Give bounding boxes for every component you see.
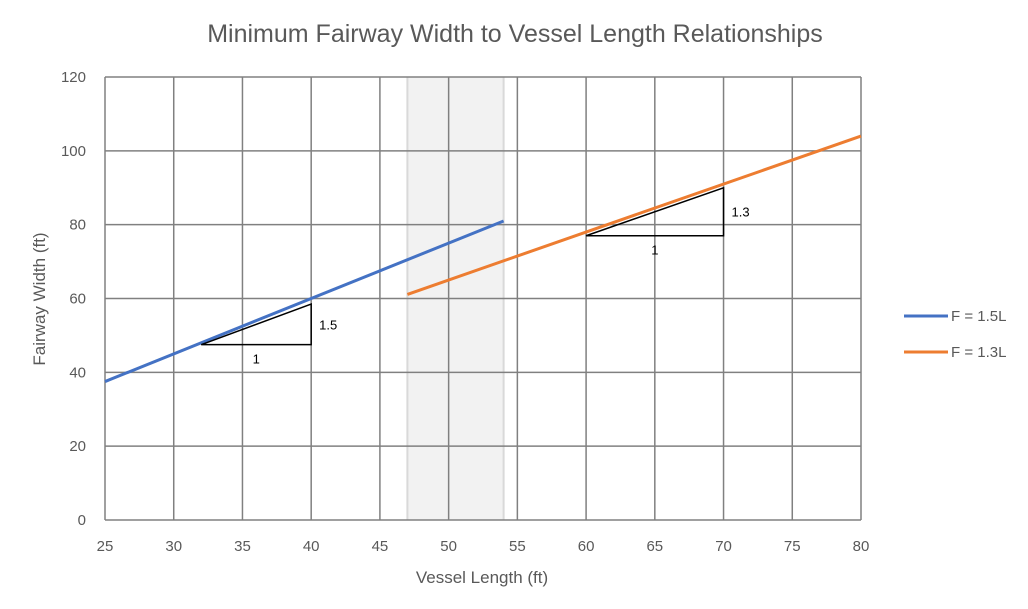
x-tick-label: 80 xyxy=(853,538,870,555)
x-tick-label: 60 xyxy=(578,538,595,555)
y-tick-label: 100 xyxy=(61,143,86,160)
x-tick-label: 65 xyxy=(646,538,663,555)
y-tick-label: 60 xyxy=(69,291,86,308)
legend: F = 1.5L F = 1.3L xyxy=(904,308,1006,361)
x-tick-label: 70 xyxy=(715,538,732,555)
x-tick-label: 30 xyxy=(165,538,182,555)
y-tick-label: 80 xyxy=(69,217,86,234)
x-tick-label: 35 xyxy=(234,538,251,555)
x-tick-label: 45 xyxy=(372,538,389,555)
annotation-layer: 1 1.5 1 1.3 xyxy=(200,186,750,367)
y-axis-title: Fairway Width (ft) xyxy=(30,232,49,365)
series-layer xyxy=(104,134,862,383)
y-tick-label: 0 xyxy=(78,512,86,529)
slope-triangle-2 xyxy=(585,186,725,237)
x-tick-label: 75 xyxy=(784,538,801,555)
tick-label-layer: 25 30 35 40 45 50 55 60 65 70 75 80 0 20 40 60 80 100 120 xyxy=(61,69,869,555)
y-tick-label: 120 xyxy=(61,69,86,86)
legend-label-1: F = 1.5L xyxy=(951,308,1006,325)
series-line-1 xyxy=(104,219,505,383)
y-tick-label: 20 xyxy=(69,438,86,455)
x-tick-label: 50 xyxy=(440,538,457,555)
legend-label-2: F = 1.3L xyxy=(951,344,1006,361)
x-tick-label: 40 xyxy=(303,538,320,555)
slope-rise-label: 1.3 xyxy=(732,205,750,220)
slope-rise-label: 1.5 xyxy=(319,317,337,332)
chart-title: Minimum Fairway Width to Vessel Length R… xyxy=(207,20,823,48)
series-line-2 xyxy=(406,134,862,296)
slope-triangle-1 xyxy=(200,302,312,346)
grid-layer xyxy=(104,76,862,521)
x-tick-label: 55 xyxy=(509,538,526,555)
x-axis-title: Vessel Length (ft) xyxy=(416,568,548,587)
x-tick-label: 25 xyxy=(97,538,114,555)
slope-run-label: 1 xyxy=(651,243,658,258)
y-tick-label: 40 xyxy=(69,364,86,381)
slope-run-label: 1 xyxy=(253,352,260,367)
